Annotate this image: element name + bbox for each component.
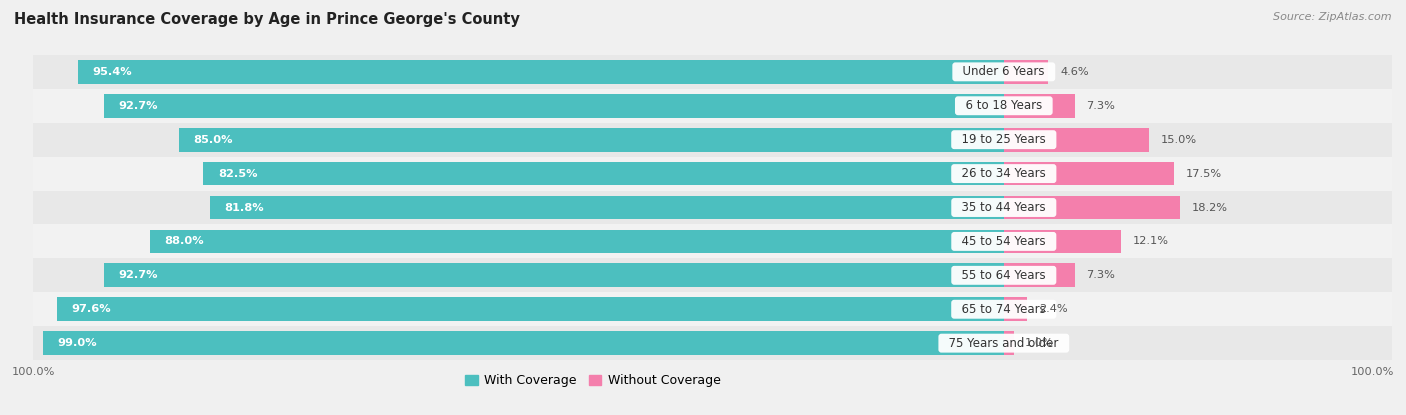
- Bar: [1004, 162, 1174, 186]
- Text: 45 to 54 Years: 45 to 54 Years: [955, 235, 1053, 248]
- Text: 4.6%: 4.6%: [1060, 67, 1088, 77]
- Text: Source: ZipAtlas.com: Source: ZipAtlas.com: [1274, 12, 1392, 22]
- Text: 82.5%: 82.5%: [218, 168, 257, 178]
- Bar: [1004, 195, 1181, 220]
- Bar: [34, 292, 1406, 326]
- Bar: [79, 60, 1004, 84]
- Text: 7.3%: 7.3%: [1087, 270, 1115, 280]
- Text: 55 to 64 Years: 55 to 64 Years: [955, 269, 1053, 282]
- Bar: [34, 225, 1406, 259]
- Bar: [34, 190, 1406, 225]
- Bar: [34, 55, 1406, 89]
- Text: 26 to 34 Years: 26 to 34 Years: [955, 167, 1053, 180]
- Text: 92.7%: 92.7%: [120, 101, 159, 111]
- Bar: [1004, 128, 1149, 151]
- Bar: [1004, 94, 1074, 117]
- Bar: [34, 156, 1406, 190]
- Bar: [34, 123, 1406, 156]
- Bar: [1004, 298, 1028, 321]
- Bar: [34, 259, 1406, 292]
- Text: 81.8%: 81.8%: [225, 203, 264, 212]
- Bar: [104, 94, 1004, 117]
- Text: 92.7%: 92.7%: [120, 270, 159, 280]
- Text: 15.0%: 15.0%: [1161, 135, 1197, 145]
- Text: 100.0%: 100.0%: [11, 367, 55, 377]
- Text: 17.5%: 17.5%: [1185, 168, 1222, 178]
- Text: 19 to 25 Years: 19 to 25 Years: [955, 133, 1053, 146]
- Text: 12.1%: 12.1%: [1133, 237, 1168, 247]
- Text: 85.0%: 85.0%: [194, 135, 233, 145]
- Text: 97.6%: 97.6%: [72, 304, 111, 314]
- Bar: [1004, 229, 1121, 253]
- Bar: [204, 162, 1004, 186]
- Text: Health Insurance Coverage by Age in Prince George's County: Health Insurance Coverage by Age in Prin…: [14, 12, 520, 27]
- Bar: [44, 331, 1004, 355]
- Text: 1.0%: 1.0%: [1025, 338, 1054, 348]
- Text: 88.0%: 88.0%: [165, 237, 204, 247]
- Text: 99.0%: 99.0%: [58, 338, 97, 348]
- Text: 2.4%: 2.4%: [1039, 304, 1067, 314]
- Text: 65 to 74 Years: 65 to 74 Years: [955, 303, 1053, 316]
- Bar: [150, 229, 1004, 253]
- Bar: [1004, 331, 1014, 355]
- Bar: [56, 298, 1004, 321]
- Text: 100.0%: 100.0%: [1351, 367, 1395, 377]
- Text: 6 to 18 Years: 6 to 18 Years: [957, 99, 1050, 112]
- Text: 18.2%: 18.2%: [1192, 203, 1227, 212]
- Bar: [104, 264, 1004, 287]
- Legend: With Coverage, Without Coverage: With Coverage, Without Coverage: [465, 374, 720, 387]
- Text: Under 6 Years: Under 6 Years: [955, 65, 1052, 78]
- Text: 75 Years and older: 75 Years and older: [942, 337, 1066, 350]
- Bar: [179, 128, 1004, 151]
- Text: 35 to 44 Years: 35 to 44 Years: [955, 201, 1053, 214]
- Text: 7.3%: 7.3%: [1087, 101, 1115, 111]
- Text: 95.4%: 95.4%: [93, 67, 132, 77]
- Bar: [1004, 264, 1074, 287]
- Bar: [34, 89, 1406, 123]
- Bar: [209, 195, 1004, 220]
- Bar: [34, 326, 1406, 360]
- Bar: [1004, 60, 1049, 84]
